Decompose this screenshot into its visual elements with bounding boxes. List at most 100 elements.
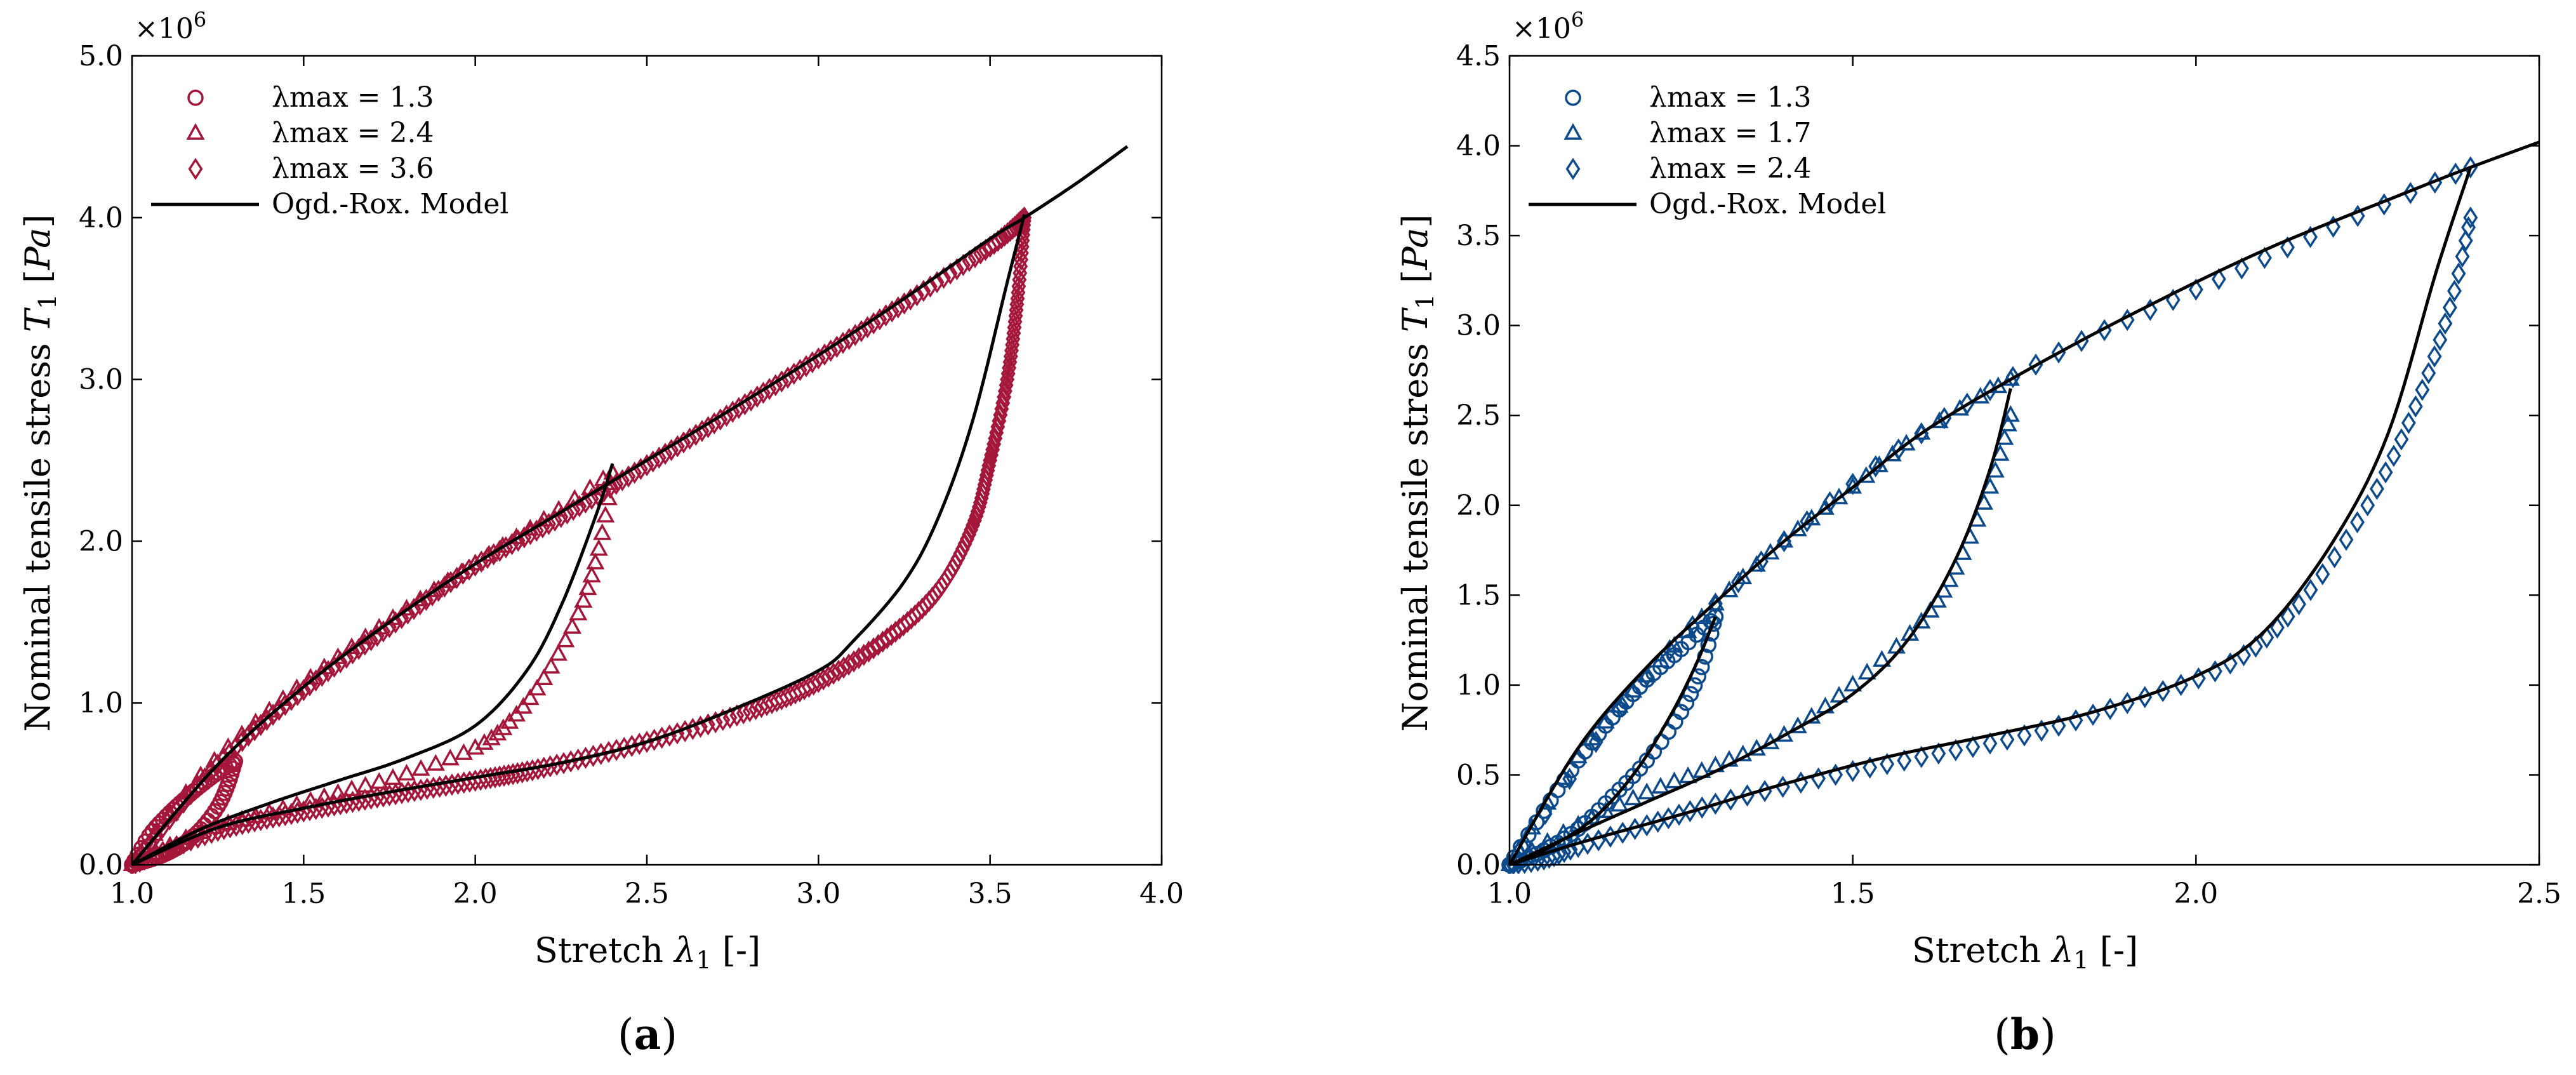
data-point-diamond <box>1009 298 1024 321</box>
data-point-triangle <box>1995 428 2014 445</box>
legend-marker-triangle <box>1564 123 1583 140</box>
data-point-diamond <box>779 686 794 709</box>
x-tick-label: 4.0 <box>1139 878 1184 910</box>
data-point-diamond <box>431 580 446 603</box>
y-tick-label: 4.5 <box>1456 40 1501 72</box>
axes-frame <box>1508 55 2540 866</box>
model-curve-unloading_2_4 <box>131 463 614 867</box>
data-point-diamond <box>829 335 844 358</box>
data-point-diamond <box>2401 411 2416 434</box>
series-diamond <box>124 206 1032 874</box>
data-point-diamond <box>437 575 452 598</box>
data-point-diamond <box>302 674 317 697</box>
data-point-diamond <box>2034 719 2049 742</box>
y-tick-label: 4.0 <box>79 202 123 234</box>
data-point-diamond <box>811 671 826 693</box>
data-point-triangle <box>548 644 568 661</box>
data-point-diamond <box>783 684 799 707</box>
data-point-diamond <box>1012 262 1028 284</box>
data-point-diamond <box>1868 455 1883 477</box>
legend-entry: λmax = 1.7 <box>1649 117 1811 149</box>
data-point-triangle <box>1802 707 1821 724</box>
data-point-diamond <box>2421 362 2436 385</box>
data-point-diamond <box>1685 615 1700 638</box>
data-point-diamond <box>1000 363 1016 385</box>
data-point-diamond <box>1014 248 1028 271</box>
data-point-triangle <box>521 688 540 705</box>
data-point-triangle <box>494 718 513 735</box>
y-tick-label: 2.5 <box>1456 399 1501 432</box>
data-point-diamond <box>1694 796 1710 819</box>
plot-b-markers <box>1501 156 2478 874</box>
data-point-diamond <box>797 678 812 700</box>
y-tick-label: 1.0 <box>1456 669 1501 702</box>
data-point-triangle <box>369 772 388 789</box>
x-tick-label: 2.0 <box>453 878 498 910</box>
data-point-diamond <box>900 611 915 634</box>
legend-marker-diamond <box>188 157 203 180</box>
data-point-triangle <box>1747 555 1766 572</box>
plot-b-ylabel: Nominal tensile stress T1 [Pa] <box>1395 215 1439 732</box>
data-point-diamond <box>1014 242 1029 265</box>
data-point-diamond <box>1615 695 1630 718</box>
data-point-diamond <box>1948 738 1963 761</box>
x-tick-label: 1.0 <box>110 878 154 910</box>
data-point-triangle <box>578 578 597 596</box>
data-point-diamond <box>1007 316 1022 339</box>
data-point-circle <box>1682 686 1699 702</box>
data-point-triangle <box>1637 782 1656 799</box>
data-point-diamond <box>1580 832 1595 855</box>
data-point-triangle <box>528 679 547 696</box>
plot-a-axes: 1.0 1.5 2.0 2.5 3.0 3.5 4.00.01.02.03.04.05.0 <box>79 40 1184 910</box>
data-point-diamond <box>774 688 789 711</box>
data-point-diamond <box>1012 269 1027 291</box>
data-point-triangle <box>1872 650 1892 667</box>
data-point-diamond <box>413 593 428 616</box>
data-point-diamond <box>1682 799 1697 822</box>
data-point-diamond <box>970 500 985 523</box>
data-point-triangle <box>475 733 494 750</box>
data-point-triangle <box>454 743 474 760</box>
data-point-diamond <box>787 363 802 385</box>
data-point-diamond <box>2280 605 2295 628</box>
plot-a-markers <box>123 206 1032 874</box>
data-point-diamond <box>986 432 1002 455</box>
y-tick-label: 1.0 <box>79 687 123 719</box>
data-point-diamond <box>2280 236 2295 259</box>
data-point-diamond <box>2451 262 2466 285</box>
data-point-diamond <box>1008 305 1023 327</box>
data-point-diamond <box>799 355 814 378</box>
data-point-triangle <box>1981 477 2000 494</box>
y-tick-label: 1.5 <box>1456 579 1501 611</box>
legend-marker-triangle <box>186 123 205 140</box>
data-point-diamond <box>2438 312 2453 335</box>
plot-a-ylabel: Nominal tensile stress T1 [Pa] <box>18 215 62 732</box>
data-point-triangle <box>488 723 507 741</box>
data-point-diamond <box>1591 829 1606 851</box>
data-point-diamond <box>817 343 832 366</box>
data-point-triangle <box>574 591 593 608</box>
data-point-diamond <box>792 359 807 382</box>
data-point-diamond <box>2415 378 2430 401</box>
panel-a: 1.0 1.5 2.0 2.5 3.0 3.5 4.00.01.02.03.04.05.0 … <box>18 8 1184 1059</box>
y-tick-label: 0.0 <box>79 849 123 881</box>
legend-entry: λmax = 1.3 <box>1649 81 1811 114</box>
data-point-diamond <box>296 679 311 702</box>
data-point-triangle <box>411 759 430 776</box>
legend-marker-circle <box>187 90 204 106</box>
data-point-diamond <box>801 676 816 698</box>
legend-entry-model: Ogd.-Rox. Model <box>1649 188 1886 220</box>
data-point-diamond <box>1822 491 1838 514</box>
y-tick-label: 0.5 <box>1456 759 1501 791</box>
data-point-diamond <box>1011 275 1026 298</box>
data-point-diamond <box>973 242 988 265</box>
data-point-diamond <box>1004 339 1019 362</box>
y-tick-label: 4.0 <box>1456 130 1501 163</box>
data-point-triangle <box>1720 580 1739 598</box>
data-point-diamond <box>2447 279 2462 302</box>
data-point-diamond <box>823 339 839 362</box>
data-point-diamond <box>1897 749 1912 772</box>
data-point-diamond <box>995 392 1011 415</box>
data-point-diamond <box>750 385 765 408</box>
data-point-triangle <box>1857 662 1876 680</box>
